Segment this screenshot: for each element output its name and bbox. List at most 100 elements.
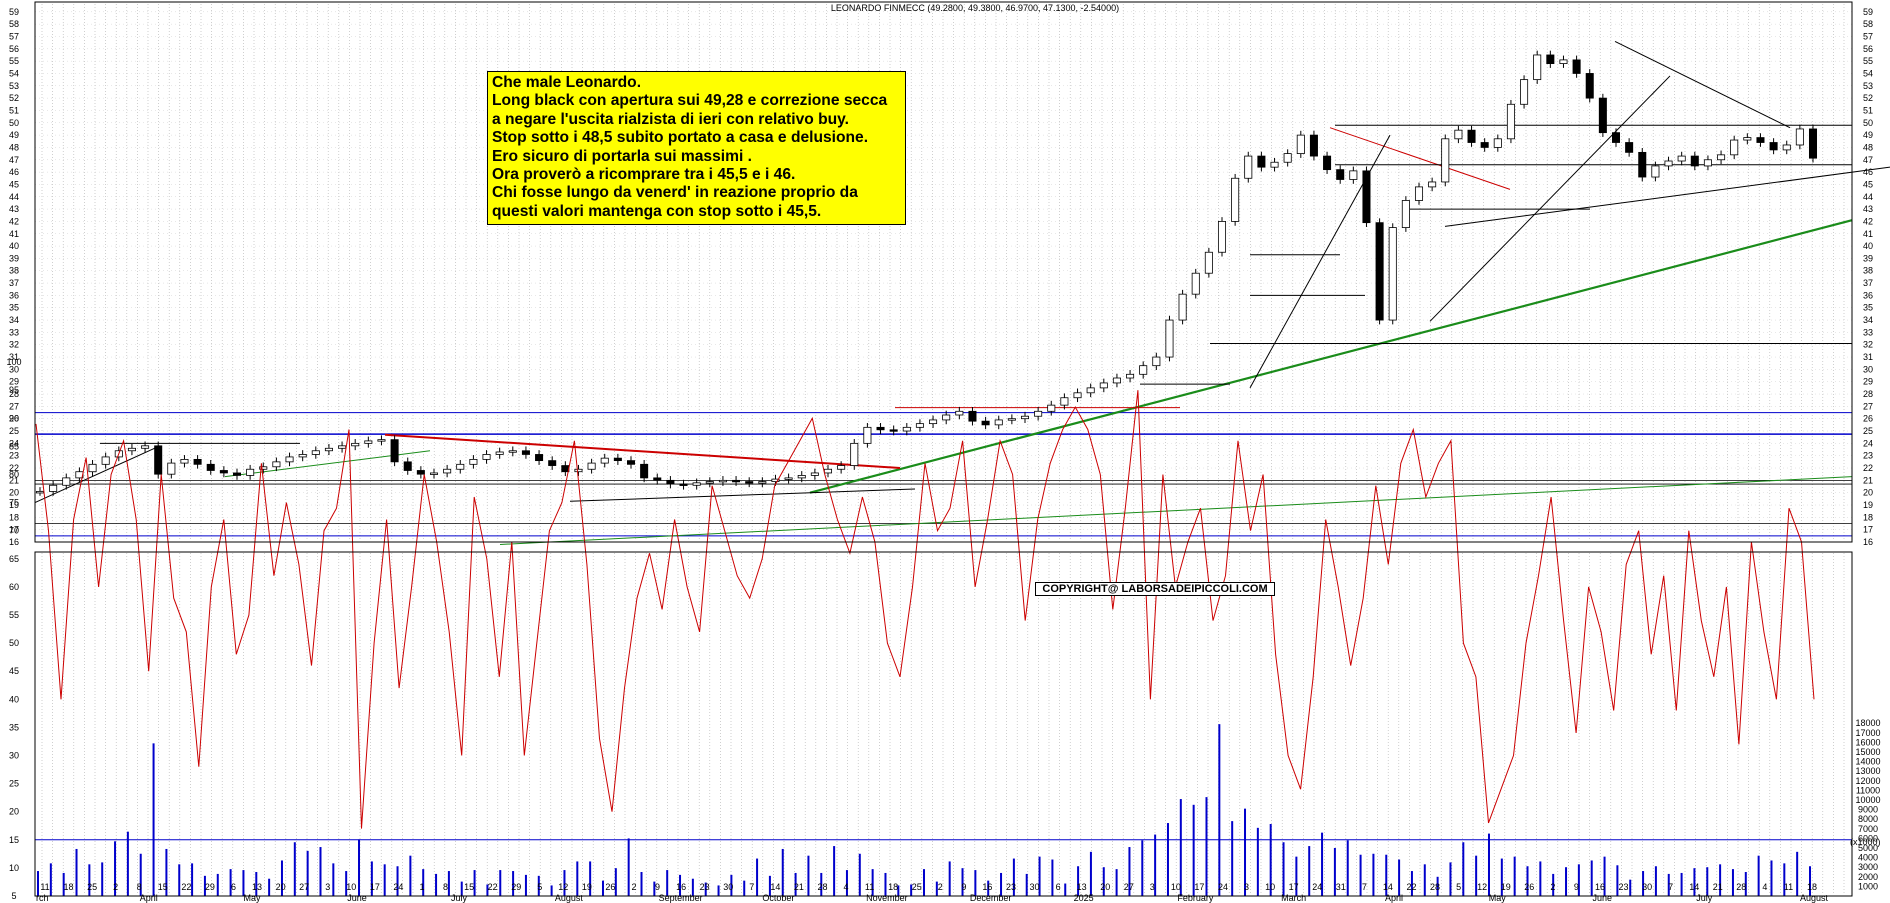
x-month-label: April: [140, 893, 158, 903]
y-tick-label: 51: [1863, 105, 1873, 115]
osc-tick-label: 15: [9, 835, 19, 845]
y-tick-label: 37: [1863, 278, 1873, 288]
x-tick-label: 6: [231, 882, 236, 892]
candle-body: [259, 466, 268, 470]
volume-bar: [781, 848, 784, 896]
volume-bar: [743, 880, 746, 896]
candle-body: [495, 451, 504, 455]
y-tick-label: 29: [1863, 377, 1873, 387]
candle-body: [377, 439, 386, 442]
x-tick-label: 24: [393, 882, 403, 892]
volume-bar: [1770, 860, 1773, 896]
candle-body: [1388, 227, 1397, 321]
candle-body: [482, 454, 491, 460]
x-tick-label: 14: [1383, 882, 1393, 892]
candle-body: [521, 450, 530, 455]
x-tick-label: 3: [1244, 882, 1249, 892]
volume-bar: [1000, 872, 1003, 896]
candle-body: [1454, 129, 1463, 140]
volume-bar: [717, 885, 720, 896]
volume-bar: [49, 863, 52, 896]
x-tick-label: 4: [1762, 882, 1767, 892]
volume-bar: [614, 868, 617, 896]
volume-bar: [1719, 864, 1722, 896]
volume-bar: [871, 869, 874, 896]
x-tick-label: 14: [770, 882, 780, 892]
x-tick-label: 20: [1100, 882, 1110, 892]
oscillator-panel-frame: [34, 551, 1853, 897]
volume-bar: [524, 874, 527, 896]
x-tick-label: 28: [817, 882, 827, 892]
y-tick-label: 46: [1863, 167, 1873, 177]
candle-body: [338, 445, 347, 449]
x-month-label: September: [659, 893, 703, 903]
y-tick-label: 56: [9, 44, 19, 54]
y-tick-label: 39: [9, 253, 19, 263]
volume-bar: [1205, 797, 1208, 896]
candle-body: [62, 477, 71, 486]
y-tick-label: 57: [1863, 31, 1873, 41]
candle-body: [1717, 154, 1726, 161]
x-tick-label: 7: [749, 882, 754, 892]
y-tick-label: 58: [9, 19, 19, 29]
volume-bar: [691, 878, 694, 896]
volume-bar: [1410, 871, 1413, 896]
volume-bar: [1295, 856, 1298, 896]
candle-body: [1664, 160, 1673, 167]
volume-bar: [601, 880, 604, 896]
x-tick-label: 11: [865, 882, 874, 892]
candle-body: [1441, 138, 1450, 183]
volume-tick-label: 18000: [1855, 718, 1880, 728]
candle-body: [1480, 142, 1489, 148]
volume-bar: [332, 863, 335, 896]
volume-bar: [1436, 876, 1439, 896]
y-tick-label: 45: [9, 179, 19, 189]
x-tick-label: 31: [1336, 882, 1346, 892]
volume-bar: [987, 880, 990, 896]
y-tick-label: 16: [9, 537, 19, 547]
volume-bar: [229, 869, 232, 896]
volume-bar: [1269, 824, 1272, 896]
x-tick-label: 13: [1077, 882, 1087, 892]
volume-bar: [1154, 834, 1157, 896]
candle-body: [574, 468, 583, 473]
y-tick-label: 48: [9, 142, 19, 152]
candle-body: [653, 477, 662, 481]
commentary-line: a negare l'uscita rialzista di ieri con …: [492, 110, 850, 128]
candle-body: [390, 439, 399, 463]
y-tick-label: 33: [9, 327, 19, 337]
osc-tick-label: 45: [9, 666, 19, 676]
volume-bar: [563, 870, 566, 896]
volume-bar: [345, 871, 348, 896]
x-tick-label: 10: [1171, 882, 1181, 892]
y-tick-label: 30: [9, 364, 19, 374]
candle-body: [1034, 410, 1043, 417]
volume-bar: [1012, 858, 1015, 896]
copyright-label: COPYRIGHT@ LABORSADEIPICCOLI.COM: [1035, 582, 1275, 596]
volume-bar: [1757, 855, 1760, 896]
y-tick-label: 18: [1863, 512, 1873, 522]
y-tick-label: 41: [1863, 229, 1873, 239]
candle-body: [429, 472, 439, 475]
candle-body: [1244, 155, 1253, 179]
x-tick-label: 28: [1430, 882, 1440, 892]
y-tick-label: 32: [1863, 340, 1873, 350]
osc-tick-label: 25: [9, 779, 19, 789]
osc-tick-label: 20: [9, 807, 19, 817]
x-month-label: July: [451, 893, 468, 903]
candle-body: [1283, 153, 1292, 163]
y-tick-label: 53: [1863, 81, 1873, 91]
volume-bar: [910, 884, 913, 896]
x-tick-label: 21: [1713, 882, 1723, 892]
volume-bar: [1025, 873, 1028, 896]
volume-bar: [666, 870, 669, 896]
volume-bar: [1346, 840, 1349, 896]
candle-body: [1060, 397, 1069, 406]
y-tick-label: 20: [1863, 488, 1873, 498]
candle-body: [1099, 382, 1108, 389]
candle-body: [206, 463, 215, 471]
candle-body: [1152, 356, 1161, 367]
x-tick-label: 20: [276, 882, 286, 892]
commentary-line: Long black con apertura sui 49,28 e corr…: [492, 92, 888, 110]
volume-bar: [1141, 840, 1144, 896]
